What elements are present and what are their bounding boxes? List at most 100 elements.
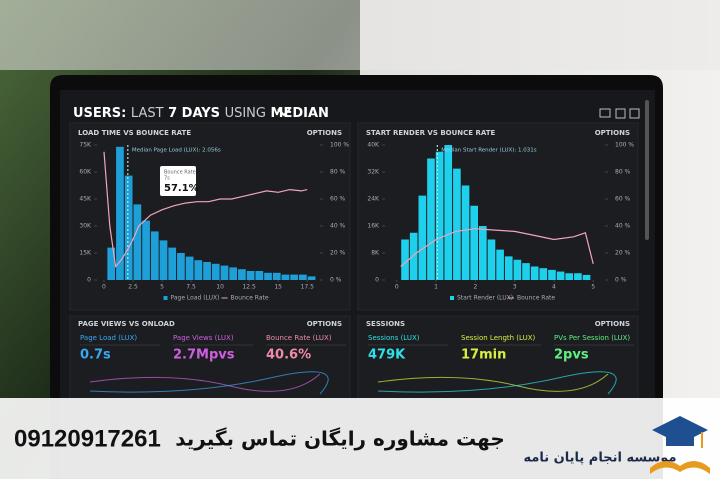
y-tick-label: 8K (371, 250, 380, 257)
icon[interactable] (629, 108, 640, 119)
panel (357, 315, 639, 407)
metric-label: Page Load (LUX) (80, 334, 137, 342)
metric-label: Bounce Rate (LUX) (266, 334, 332, 342)
bar (307, 276, 316, 280)
x-tick-label: 1 (434, 284, 438, 291)
y2-tick-label: 0 % (330, 277, 342, 284)
legend-label: Start Render (LUX) (457, 295, 513, 302)
bar (281, 274, 290, 280)
options: OPTIONS (595, 129, 630, 137)
options: OPTIONS (307, 320, 342, 328)
dropdown-icon[interactable] (277, 108, 291, 117)
bar (530, 266, 539, 280)
x-tick-label: 15 (274, 284, 282, 291)
metric-value: 479K (368, 348, 406, 363)
bar (150, 231, 159, 280)
dashboard: LOAD TIME VS BOUNCE RATE OPTIONS015K30K45… (69, 122, 639, 407)
y2-tick-label: 100 % (615, 142, 634, 149)
bar (479, 226, 487, 280)
bounce-line (103, 151, 308, 268)
bar (522, 263, 530, 280)
y-tick-label: 32K (367, 169, 380, 176)
y2-tick-label: 20 % (615, 250, 631, 257)
tooltip (160, 166, 196, 196)
panel (69, 315, 351, 407)
metric-label: Page Views (LUX) (173, 334, 234, 342)
bar (290, 274, 299, 280)
metric-value: 0.7s (80, 348, 111, 363)
bar (496, 249, 504, 280)
metric-value: 2pvs (554, 348, 589, 363)
bar (203, 262, 211, 280)
x-tick-label: 12.5 (242, 284, 256, 291)
metric-label: Session Length (LUX) (461, 334, 536, 342)
panel-title: PAGE VIEWS VS ONLOAD (78, 320, 175, 328)
icon[interactable] (599, 108, 611, 118)
bar (159, 240, 168, 280)
header-part: LAST (131, 106, 164, 121)
y-tick-label: 60K (79, 169, 92, 176)
y2-tick-label: 100 % (330, 142, 349, 149)
x-tick-label: 0 (102, 284, 106, 291)
y-tick-label: 16K (367, 223, 380, 230)
bar (177, 253, 185, 280)
trend-line (377, 371, 617, 395)
x-tick-label: 7.5 (186, 284, 196, 291)
x-tick-label: 4 (552, 284, 556, 291)
scrollbar (645, 100, 649, 240)
trend-line (89, 371, 329, 395)
bar (409, 232, 418, 280)
message: جهت مشاوره رایگان تماس بگیرید (175, 427, 505, 451)
y2-tick-label: 20 % (330, 250, 346, 257)
y-tick-label: 24K (367, 196, 380, 203)
banner (0, 398, 720, 479)
bar (185, 256, 194, 280)
bar (264, 272, 272, 280)
bar (504, 256, 513, 280)
header-part: USING (225, 106, 266, 121)
y-tick-label: 0 (375, 277, 379, 284)
bar (229, 267, 238, 280)
bar (238, 269, 246, 280)
metric-label: Sessions (LUX) (368, 334, 420, 342)
x-tick-label: 5 (160, 284, 164, 291)
y-tick-label: 15K (79, 250, 92, 257)
bar (401, 239, 409, 280)
header-part: MEDIAN (271, 106, 329, 121)
brand: موسسه انجام پایان نامه (523, 451, 676, 466)
bar (220, 265, 229, 280)
logo (650, 416, 710, 474)
bar (133, 204, 142, 280)
x-tick-label: 3 (513, 284, 517, 291)
bar (513, 259, 522, 280)
wall (0, 0, 720, 70)
bar (487, 239, 496, 280)
bar (124, 175, 133, 280)
x-tick-label: 2.5 (128, 284, 138, 291)
y2-tick-label: 40 % (330, 223, 346, 230)
bar (548, 269, 556, 280)
tooltip-title: Bounce Rate (164, 170, 196, 176)
x-tick-label: 0 (395, 284, 399, 291)
panel-title: LOAD TIME VS BOUNCE RATE (78, 129, 191, 137)
bounce-line (400, 228, 594, 267)
bar (246, 271, 255, 280)
legend-swatch (450, 296, 454, 300)
bar (194, 260, 203, 280)
metric-label: PVs Per Session (LUX) (554, 334, 630, 342)
phone: 09120917261 (14, 425, 161, 452)
x-tick-label: 10 (216, 284, 224, 291)
bar (427, 158, 435, 280)
metric-value: 2.7Mpvs (173, 348, 235, 363)
trend-line (89, 373, 321, 392)
metric-value: 17min (461, 348, 506, 363)
bar (299, 274, 307, 280)
y-tick-label: 40K (367, 142, 380, 149)
tooltip-x: 7s (164, 176, 170, 182)
icon[interactable] (615, 108, 626, 119)
y2-tick-label: 40 % (615, 223, 631, 230)
bar (255, 271, 264, 280)
bar (418, 195, 427, 280)
metric-value: 40.6% (266, 348, 311, 363)
